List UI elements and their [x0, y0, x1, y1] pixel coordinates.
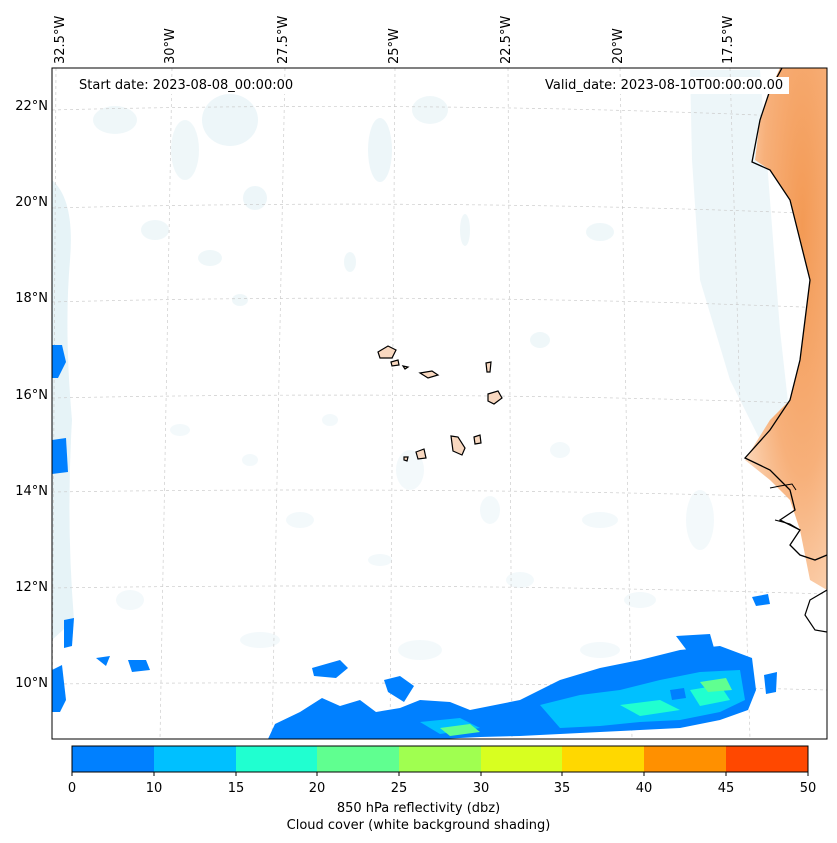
lon-label-32-5w: 32.5°W — [53, 15, 68, 64]
lat-label-22n: 22°N — [15, 99, 48, 114]
colorbar-swatch-2 — [236, 746, 318, 772]
colorbar-tick-label-20: 20 — [308, 781, 326, 796]
colorbar-tick-label-10: 10 — [145, 781, 163, 796]
cabo-verde-islands — [377, 345, 503, 462]
colorbar-tick-label-25: 25 — [390, 781, 408, 796]
lon-label-27-5w: 27.5°W — [276, 15, 291, 64]
colorbar-tick-label-0: 0 — [67, 781, 77, 796]
lon-label-30w: 30°W — [163, 28, 178, 64]
start-date-label: Start date: 2023-08-08_00:00:00 — [73, 77, 300, 94]
lon-label-17-5w: 17.5°W — [721, 15, 736, 64]
colorbar-swatch-1 — [154, 746, 236, 772]
africa-desert-shading — [745, 68, 827, 590]
colorbar-swatch-6 — [562, 746, 644, 772]
colorbar-swatch-5 — [481, 746, 563, 772]
lat-label-20n: 20°N — [15, 195, 48, 210]
lat-label-14n: 14°N — [15, 484, 48, 499]
colorbar-tick-label-45: 45 — [717, 781, 735, 796]
lon-label-20w: 20°W — [611, 28, 626, 64]
colorbar-tick-label-15: 15 — [227, 781, 245, 796]
valid-date-label: Valid_date: 2023-08-10T00:00:00.00 — [539, 77, 790, 94]
lon-label-22-5w: 22.5°W — [499, 15, 514, 64]
africa-coastline — [743, 68, 827, 561]
colorbar-frame — [71, 745, 809, 773]
map-area — [52, 68, 827, 739]
colorbar-swatch-7 — [644, 746, 726, 772]
ocean-background — [52, 68, 827, 739]
lat-label-18n: 18°N — [15, 291, 48, 306]
colorbar-title: 850 hPa reflectivity (dbz) — [336, 801, 501, 816]
colorbar-tick-label-35: 35 — [553, 781, 571, 796]
guinea-coast — [804, 589, 827, 633]
reflectivity-contours — [52, 345, 777, 739]
colorbar — [71, 745, 809, 776]
graticule — [52, 68, 827, 739]
colorbar-swatch-4 — [399, 746, 481, 772]
colorbar-swatch-3 — [317, 746, 399, 772]
lat-label-16n: 16°N — [15, 388, 48, 403]
map-frame — [51, 67, 828, 740]
colorbar-swatch-0 — [72, 746, 154, 772]
lat-label-12n: 12°N — [15, 580, 48, 595]
gambia-coast — [769, 483, 801, 531]
colorbar-tick-marks — [71, 772, 809, 776]
lon-label-25w: 25°W — [387, 28, 402, 64]
colorbar-swatch-8 — [726, 746, 808, 772]
colorbar-tick-label-30: 30 — [472, 781, 490, 796]
colorbar-tick-label-50: 50 — [799, 781, 817, 796]
colorbar-tick-label-40: 40 — [635, 781, 653, 796]
lat-label-10n: 10°N — [15, 676, 48, 691]
colorbar-subtitle: Cloud cover (white background shading) — [286, 818, 551, 833]
